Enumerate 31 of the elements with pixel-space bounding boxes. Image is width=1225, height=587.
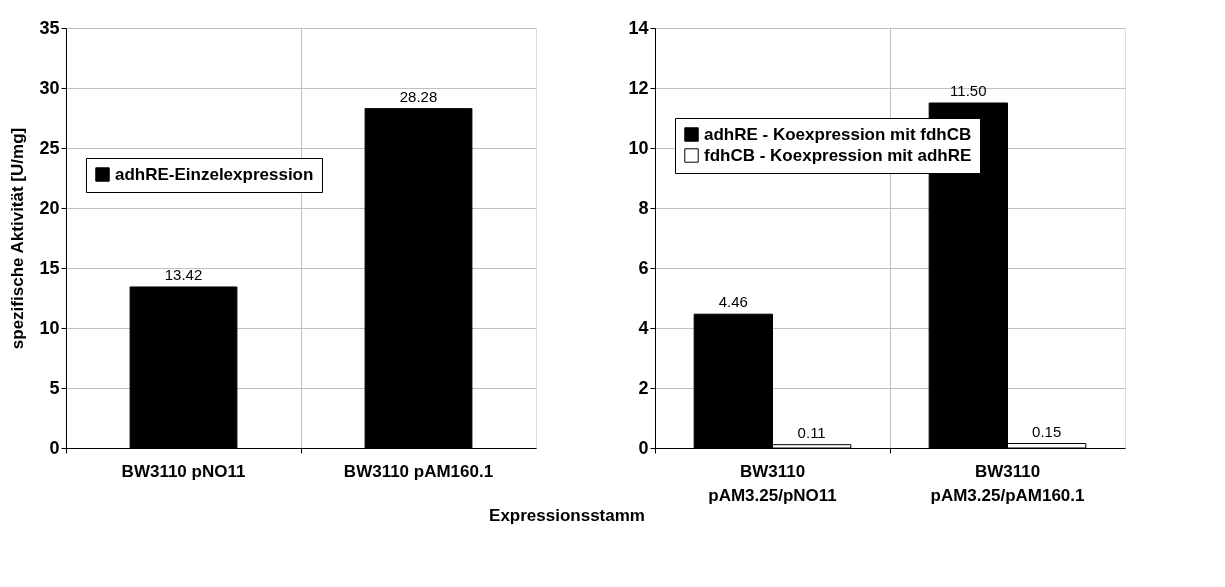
legend-label: adhRE - Koexpression mit fdhCB	[704, 124, 972, 144]
legend-label: adhRE-Einzelexpression	[115, 164, 314, 184]
x-tick-label: BW3110 pAM3.25/pNO11	[708, 461, 837, 505]
x-tick-label: BW3110 pNO11	[121, 461, 246, 481]
y-tick-label: 0	[638, 437, 649, 458]
y-tick-label: 0	[49, 437, 60, 458]
data-label: 28.28	[399, 87, 438, 105]
y-tick-label: 2	[638, 377, 649, 398]
data-label: 4.46	[718, 293, 748, 311]
y-tick-label: 6	[638, 257, 649, 278]
y-tick-label: 12	[628, 77, 649, 98]
y-tick-label: 10	[39, 317, 60, 338]
x-tick-label: BW3110 pAM3.25/pAM160.1	[930, 461, 1085, 505]
y-tick-label: 4	[638, 317, 649, 338]
data-label: 0.15	[1032, 422, 1062, 440]
legend-label: fdhCB - Koexpression mit adhRE	[704, 145, 972, 165]
y-tick-label: 8	[638, 197, 649, 218]
data-label: 13.42	[164, 265, 203, 283]
y-tick-label: 10	[628, 137, 649, 158]
y-axis-title: spezifische Aktivität [U/mg]	[8, 127, 28, 350]
x-axis-title: Expressionsstamm	[489, 505, 645, 525]
y-tick-label: 15	[39, 257, 60, 278]
y-tick-label: 35	[39, 17, 60, 38]
y-tick-label: 30	[39, 77, 60, 98]
y-tick-label: 20	[39, 197, 60, 218]
y-tick-label: 14	[628, 17, 649, 38]
y-tick-label: 25	[39, 137, 60, 158]
x-tick-label: BW3110 pAM160.1	[343, 461, 494, 481]
y-tick-label: 5	[49, 377, 60, 398]
data-label: 11.50	[950, 82, 987, 99]
data-label: 0.11	[797, 423, 826, 441]
